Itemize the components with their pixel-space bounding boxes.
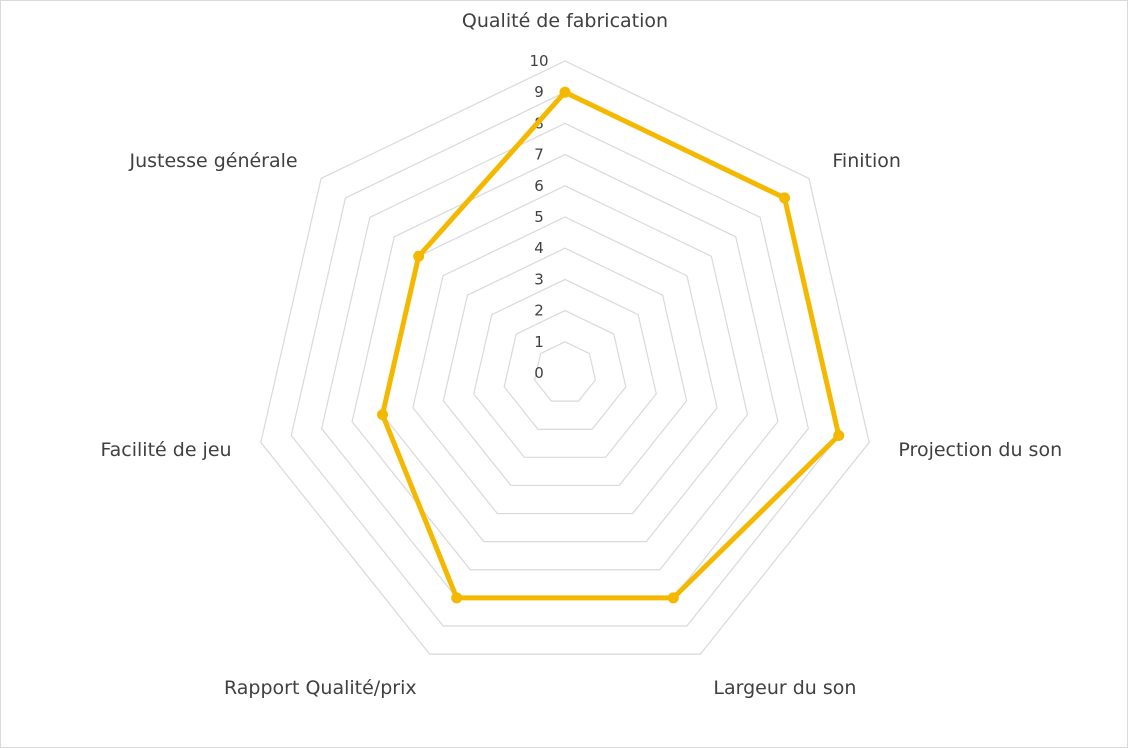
data-point-6 xyxy=(376,409,388,421)
category-label: Facilité de jeu xyxy=(100,439,231,461)
grid-ring-2 xyxy=(503,309,627,430)
category-label: Rapport Qualité/prix xyxy=(224,677,417,699)
grid-ring-1 xyxy=(533,341,597,402)
category-label: Largeur du son xyxy=(713,677,856,699)
tick-label: 5 xyxy=(534,208,544,226)
grid-ring-5 xyxy=(412,216,718,515)
tick-label: 2 xyxy=(534,302,544,320)
category-labels: Qualité de fabrication Finition Projection… xyxy=(100,10,1062,699)
data-point-4 xyxy=(667,592,679,604)
data-point-1 xyxy=(559,86,571,98)
data-point-3 xyxy=(833,429,845,441)
tick-label: 3 xyxy=(534,270,544,288)
tick-label: 6 xyxy=(534,177,544,195)
tick-label: 9 xyxy=(534,83,544,101)
data-point-5 xyxy=(451,592,463,604)
category-label: Justesse générale xyxy=(128,150,297,172)
grid-ring-3 xyxy=(473,278,657,458)
series-line xyxy=(379,89,842,601)
tick-label: 10 xyxy=(529,52,548,70)
grid-ring-4 xyxy=(442,247,688,487)
tick-label: 4 xyxy=(534,239,544,257)
grid-ring-10 xyxy=(260,60,870,655)
grid-ring-9 xyxy=(290,91,840,627)
radar-grid xyxy=(260,60,870,655)
category-label: Finition xyxy=(832,150,901,172)
grid-ring-7 xyxy=(351,153,779,571)
data-point-7 xyxy=(413,250,425,262)
tick-label: 0 xyxy=(534,364,544,382)
data-point-2 xyxy=(779,192,791,204)
category-label: Projection du son xyxy=(898,439,1062,461)
tick-label: 1 xyxy=(534,333,544,351)
tick-label: 7 xyxy=(534,146,544,164)
series-layer xyxy=(376,86,845,604)
category-label: Qualité de fabrication xyxy=(462,10,668,32)
